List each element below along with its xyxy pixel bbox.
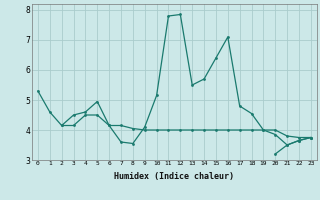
X-axis label: Humidex (Indice chaleur): Humidex (Indice chaleur) [115,172,234,181]
